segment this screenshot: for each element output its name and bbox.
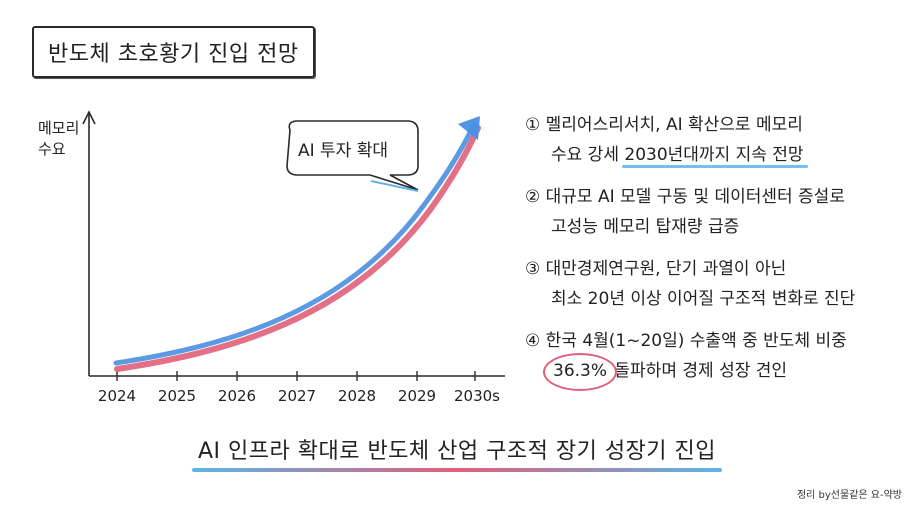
key-points: ① 멜리어스리서치, AI 확산으로 메모리 수요 강세 2030년대까지 지속… xyxy=(525,110,905,398)
highlight-underline: 2030년대까지 지속 전망 xyxy=(622,140,808,170)
x-tick-label: 2029 xyxy=(397,387,437,405)
x-tick-label: 2025 xyxy=(157,387,197,405)
x-ticks xyxy=(116,371,476,381)
x-tick-label: 2024 xyxy=(97,387,137,405)
credit: 정리 by선물같은 요-약방 xyxy=(796,490,902,501)
x-tick-label: 2030s xyxy=(454,387,500,405)
point-text: 대규모 AI 모델 구동 및 데이터센터 증설로 xyxy=(545,187,845,207)
x-tick-label: 2027 xyxy=(277,387,317,405)
conclusion-text: AI 인프라 확대로 반도체 산업 구조적 장기 성장기 진입 xyxy=(191,433,723,472)
point-text: 멜리어스리서치, AI 확산으로 메모리 xyxy=(545,115,803,135)
point-3: ③ 대만경제연구원, 단기 과열이 아닌 최소 20년 이상 이어질 구조적 변… xyxy=(525,254,905,314)
x-tick-label: 2026 xyxy=(217,387,257,405)
point-marker: ① xyxy=(525,115,541,135)
point-4: ④ 한국 4월(1~20일) 수출액 중 반도체 비중 36.3% 돌파하며 경… xyxy=(525,326,905,391)
point-text: 최소 20년 이상 이어질 구조적 변화로 진단 xyxy=(551,289,856,309)
speech-bubble xyxy=(286,120,419,191)
point-marker: ② xyxy=(525,187,541,207)
speech-bubble-shadow xyxy=(370,180,419,192)
point-text: 대만경제연구원, 단기 과열이 아닌 xyxy=(545,259,787,279)
conclusion: AI 인프라 확대로 반도체 산업 구조적 장기 성장기 진입 xyxy=(0,433,914,472)
y-axis-arrow xyxy=(82,110,96,125)
x-tick-label: 2028 xyxy=(337,387,377,405)
point-marker: ③ xyxy=(525,259,541,279)
trend-arrowhead xyxy=(458,116,480,140)
point-text: 수요 강세 xyxy=(551,145,625,165)
page-title: 반도체 초호황기 진입 전망 xyxy=(32,26,315,78)
point-text: 고성능 메모리 탑재량 급증 xyxy=(551,217,740,237)
point-2: ② 대규모 AI 모델 구동 및 데이터센터 증설로 고성능 메모리 탑재량 급… xyxy=(525,182,905,242)
point-text: 한국 4월(1~20일) 수출액 중 반도체 비중 xyxy=(545,331,847,351)
speech-bubble-text: AI 투자 확대 xyxy=(298,141,389,161)
y-axis-label: 메모리 수요 xyxy=(38,119,80,158)
trend-line-blue xyxy=(113,121,477,366)
point-marker: ④ xyxy=(525,331,541,351)
point-1: ① 멜리어스리서치, AI 확산으로 메모리 수요 강세 2030년대까지 지속… xyxy=(525,110,905,170)
circled-value: 36.3% xyxy=(542,353,618,391)
trend-line-red xyxy=(114,125,481,372)
point-text: 돌파하며 경제 성장 견인 xyxy=(609,361,788,381)
